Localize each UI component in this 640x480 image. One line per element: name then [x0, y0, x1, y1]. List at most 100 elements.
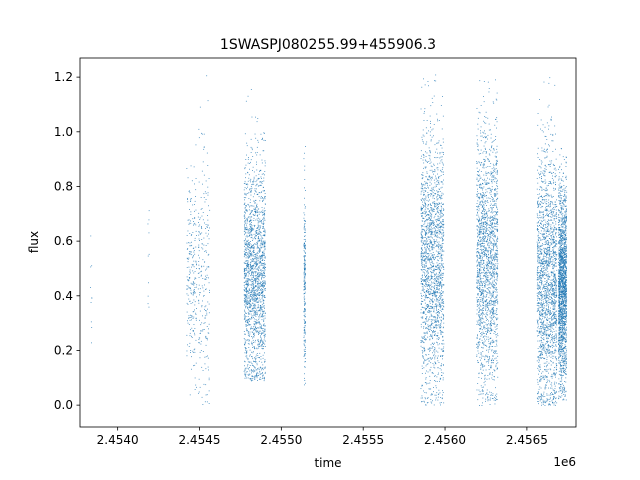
- data-point: [246, 249, 247, 251]
- data-point: [258, 240, 260, 242]
- data-point: [432, 307, 433, 309]
- data-point: [491, 197, 493, 198]
- data-point: [198, 225, 200, 227]
- data-point: [255, 323, 257, 324]
- data-point: [262, 254, 264, 256]
- data-point: [494, 403, 496, 405]
- data-point: [432, 265, 434, 267]
- data-point: [245, 313, 247, 314]
- data-point: [441, 299, 443, 301]
- data-point: [431, 266, 433, 268]
- data-point: [443, 227, 445, 229]
- data-point: [259, 200, 261, 202]
- data-point: [427, 240, 428, 242]
- data-point: [304, 303, 306, 305]
- data-point: [198, 339, 200, 340]
- data-point: [198, 238, 200, 240]
- data-point: [253, 205, 255, 207]
- data-point: [259, 170, 261, 171]
- data-point: [427, 226, 429, 228]
- data-point: [486, 299, 488, 301]
- data-point: [199, 386, 201, 388]
- data-point: [430, 240, 432, 242]
- data-point: [486, 213, 488, 215]
- data-point: [259, 257, 261, 259]
- data-point: [428, 249, 430, 251]
- data-point: [432, 244, 434, 246]
- data-point: [430, 190, 432, 191]
- data-point: [259, 301, 261, 303]
- data-point: [494, 211, 496, 212]
- data-point: [441, 247, 443, 248]
- data-point: [437, 236, 439, 238]
- data-point: [249, 226, 251, 228]
- data-point: [486, 392, 488, 394]
- data-point: [246, 321, 248, 323]
- data-point: [247, 281, 249, 283]
- data-point: [255, 321, 256, 323]
- data-point: [188, 277, 190, 278]
- data-point: [254, 303, 256, 305]
- data-point: [479, 255, 481, 257]
- data-point: [424, 332, 426, 334]
- data-point: [250, 231, 251, 233]
- data-point: [193, 221, 194, 222]
- data-point: [262, 200, 264, 201]
- data-point: [304, 313, 306, 315]
- data-point: [430, 233, 431, 235]
- data-point: [484, 136, 486, 138]
- data-point: [437, 314, 439, 316]
- data-point: [254, 210, 256, 212]
- data-point: [246, 319, 248, 321]
- data-point: [428, 239, 430, 241]
- data-point: [421, 336, 423, 338]
- data-point: [258, 334, 259, 335]
- data-point: [430, 268, 432, 270]
- data-point: [429, 329, 431, 331]
- data-point: [259, 371, 261, 373]
- data-point: [423, 195, 425, 196]
- data-point: [432, 301, 434, 303]
- data-point: [433, 270, 435, 272]
- data-point: [429, 301, 431, 303]
- data-point: [436, 287, 438, 288]
- data-point: [259, 324, 261, 326]
- data-point: [482, 182, 483, 184]
- data-point: [264, 246, 266, 248]
- data-point: [199, 333, 201, 334]
- data-point: [484, 178, 485, 180]
- data-point: [428, 329, 430, 331]
- data-point: [256, 254, 258, 256]
- data-point: [260, 232, 261, 234]
- data-point: [193, 255, 194, 257]
- data-point: [487, 303, 488, 304]
- data-point: [258, 300, 260, 302]
- data-point: [440, 232, 442, 233]
- data-point: [426, 172, 428, 174]
- data-point: [442, 340, 444, 342]
- data-point: [438, 320, 439, 322]
- data-point: [304, 315, 306, 317]
- data-point: [491, 284, 493, 286]
- data-point: [486, 349, 487, 351]
- data-point: [187, 344, 188, 346]
- data-point: [244, 232, 246, 234]
- data-point: [255, 278, 257, 280]
- data-point: [442, 204, 443, 205]
- data-point: [427, 272, 429, 274]
- data-point: [262, 262, 264, 264]
- data-point: [422, 338, 424, 339]
- data-point: [424, 349, 426, 351]
- data-point: [245, 348, 247, 350]
- data-point: [252, 299, 253, 301]
- data-point: [495, 259, 497, 260]
- data-point: [261, 331, 263, 333]
- data-point: [254, 225, 256, 226]
- data-point: [497, 317, 499, 319]
- data-point: [262, 227, 263, 229]
- data-point: [476, 255, 478, 257]
- data-point: [477, 399, 479, 401]
- data-point: [258, 211, 260, 213]
- data-point: [433, 163, 435, 165]
- data-point: [440, 397, 442, 398]
